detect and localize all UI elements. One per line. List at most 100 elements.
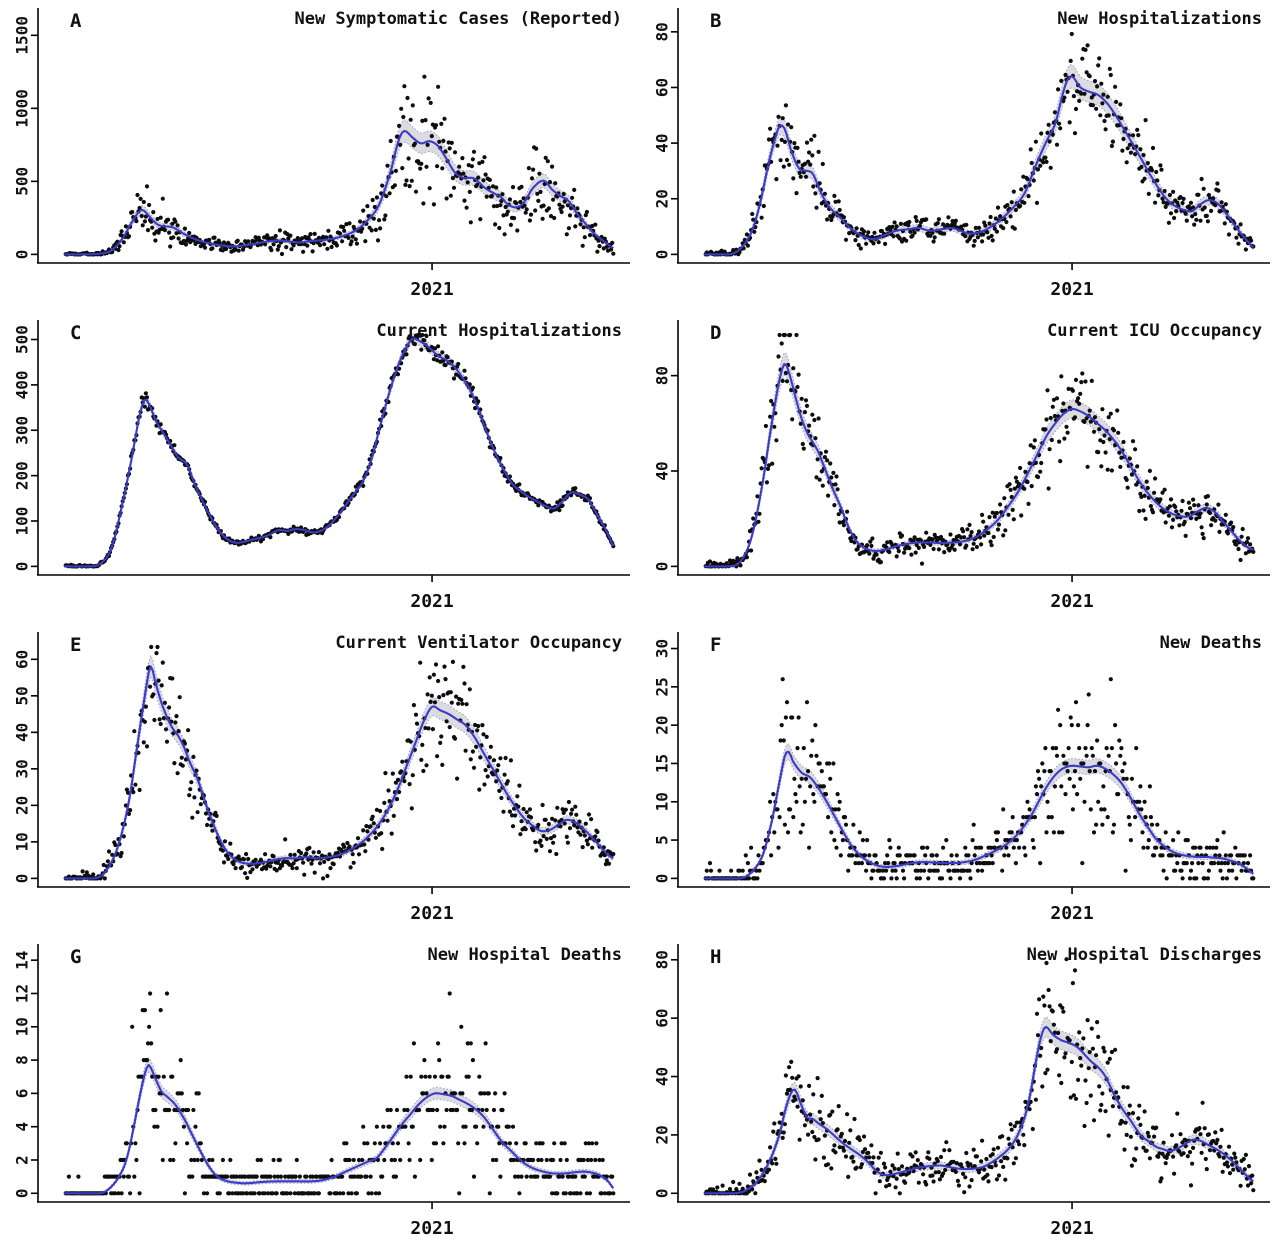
y-tick-label: 4: [13, 1122, 32, 1132]
panel-letter: A: [70, 10, 82, 32]
y-tick-label: 40: [653, 461, 672, 480]
panel-letter: E: [70, 634, 82, 656]
axis-labels: 0 100 200 300 400 500 2021: [13, 325, 454, 612]
panel-letter: C: [70, 322, 82, 344]
y-tick-label: 60: [653, 1009, 672, 1028]
y-tick-label: 50: [13, 686, 32, 705]
fit-line: [64, 337, 615, 568]
y-tick-label: 20: [653, 189, 672, 208]
y-tick-label: 500: [13, 325, 32, 354]
panel-title: New Deaths: [1159, 633, 1262, 653]
y-tick-label: 10: [13, 1017, 32, 1036]
band-upper-edge: [704, 743, 1254, 878]
band-lower-edge: [704, 759, 1254, 880]
axis-labels: 0 20 40 60 80 2021: [653, 950, 1094, 1239]
panel-title: Current Ventilator Occupancy: [335, 633, 622, 653]
band-lower-edge: [64, 342, 614, 568]
panel-letter: G: [70, 946, 82, 968]
fit-line: [64, 1063, 615, 1195]
y-tick-label: 0: [653, 874, 672, 884]
panel-plot-D: 0 40 80 2021: [653, 320, 1270, 612]
panel-letter: D: [710, 322, 722, 344]
axes: [37, 632, 630, 888]
y-tick-label: 300: [13, 416, 32, 445]
panel-title: Current ICU Occupancy: [1047, 321, 1262, 341]
y-tick-label: 20: [653, 1125, 672, 1144]
x-tick-label: 2021: [410, 1218, 453, 1239]
panel-new-hospitalizations: B New Hospitalizations 0 20 40 60 80 2021: [640, 0, 1280, 312]
band-upper-edge: [704, 1016, 1254, 1192]
band-upper-edge: [704, 63, 1254, 253]
data-points: [63, 74, 616, 257]
panel-plot-H: 0 20 40 60 80 2021: [653, 944, 1270, 1239]
panel-new-hospital-deaths: G New Hospital Deaths 0 2 4 6 8 10 12 14 2021: [0, 936, 640, 1251]
y-tick-label: 0: [13, 250, 32, 260]
y-tick-label: 1500: [13, 16, 32, 55]
axis-labels: 0 10 20 30 40 50 60 2021: [13, 650, 454, 924]
x-tick-label: 2021: [410, 591, 453, 612]
panel-letter: B: [710, 10, 722, 32]
panel-plot-G: 0 2 4 6 8 10 12 14 2021: [13, 944, 630, 1239]
fit-line: [704, 750, 1254, 880]
panel-title: New Hospital Discharges: [1026, 945, 1262, 965]
y-tick-label: 60: [653, 78, 672, 97]
panel-title: New Hospital Deaths: [427, 945, 622, 965]
y-tick-label: 0: [653, 1188, 672, 1198]
panel-new-deaths: F New Deaths 0 5 10 15 20 25 30 2021: [640, 624, 1280, 936]
axes: [37, 944, 630, 1203]
panel-letter: F: [710, 634, 722, 656]
credible-band: [704, 64, 1254, 256]
fit-line: [704, 75, 1255, 256]
panel-current-ventilator-occupancy: E Current Ventilator Occupancy 0 10 20 30 40…: [0, 624, 640, 936]
y-tick-label: 400: [13, 370, 32, 399]
y-tick-label: 25: [653, 677, 672, 696]
data-points: [63, 332, 616, 569]
panel-current-hospitalizations: C Current Hospitalizations 0 100 200 300 400…: [0, 312, 640, 624]
y-tick-label: 5: [653, 835, 672, 845]
y-tick-label: 40: [653, 1067, 672, 1086]
credible-band: [64, 333, 614, 567]
y-tick-label: 2: [13, 1155, 32, 1165]
x-tick-label: 2021: [1050, 279, 1093, 300]
panel-title: New Hospitalizations: [1057, 9, 1262, 29]
y-tick-label: 0: [653, 562, 672, 572]
y-tick-label: 500: [13, 167, 32, 196]
panel-plot-F: 0 5 10 15 20 25 30 2021: [653, 632, 1270, 924]
axes: [37, 320, 630, 576]
y-tick-label: 8: [13, 1055, 32, 1065]
panel-plot-B: 0 20 40 60 80 2021: [653, 8, 1270, 300]
axis-labels: 0 2 4 6 8 10 12 14 2021: [13, 951, 454, 1239]
y-tick-label: 6: [13, 1089, 32, 1099]
y-tick-label: 0: [653, 250, 672, 260]
y-tick-label: 10: [13, 832, 32, 851]
panel-new-hospital-discharges: H New Hospital Discharges 0 20 40 60 80 2021: [640, 936, 1280, 1251]
panel-new-symptomatic-cases: A New Symptomatic Cases (Reported) 0 500 1…: [0, 0, 640, 312]
y-tick-label: 80: [653, 366, 672, 385]
y-tick-label: 15: [653, 754, 672, 773]
data-points: [703, 31, 1256, 257]
axis-labels: 0 5 10 15 20 25 30 2021: [653, 639, 1094, 924]
panel-title: Current Hospitalizations: [376, 321, 622, 341]
panel-plot-A: 0 500 1000 1500 2021: [13, 8, 630, 300]
y-tick-label: 80: [653, 950, 672, 969]
axis-labels: 0 500 1000 1500 2021: [13, 16, 454, 300]
x-tick-label: 2021: [1050, 903, 1093, 924]
y-tick-label: 60: [13, 650, 32, 669]
data-points: [63, 991, 616, 1196]
data-points: [703, 677, 1256, 881]
y-tick-label: 0: [13, 874, 32, 884]
band-upper-edge: [64, 333, 614, 567]
y-tick-label: 0: [13, 1188, 32, 1198]
y-tick-label: 200: [13, 461, 32, 490]
axis-labels: 0 40 80 2021: [653, 366, 1094, 612]
y-tick-label: 30: [653, 639, 672, 658]
y-tick-label: 40: [653, 133, 672, 152]
fit-line: [704, 1025, 1254, 1195]
panel-plot-E: 0 10 20 30 40 50 60 2021: [13, 632, 630, 924]
axis-labels: 0 20 40 60 80 2021: [653, 22, 1094, 300]
fit-line: [64, 129, 614, 256]
x-tick-label: 2021: [1050, 1218, 1093, 1239]
axes: [677, 632, 1270, 888]
y-tick-label: 40: [13, 723, 32, 742]
